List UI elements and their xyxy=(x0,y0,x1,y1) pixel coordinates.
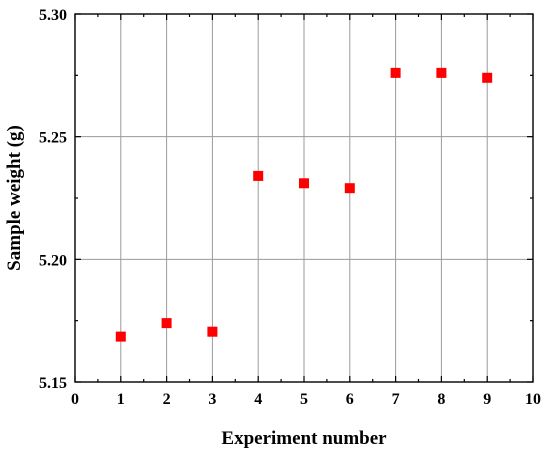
y-tick-label: 5.25 xyxy=(39,130,67,147)
x-tick-label: 3 xyxy=(208,391,216,408)
x-tick-label: 7 xyxy=(392,391,400,408)
data-point xyxy=(390,67,401,78)
y-tick-label: 5.15 xyxy=(39,375,67,392)
data-point xyxy=(115,331,126,342)
data-point xyxy=(299,178,309,189)
x-tick-label: 5 xyxy=(300,391,308,408)
x-tick-labels: 0 1 2 3 4 5 6 7 8 9 10 xyxy=(71,391,541,408)
data-point xyxy=(482,72,493,83)
plot-frame xyxy=(74,13,534,383)
data-point xyxy=(161,318,172,329)
x-tick-label: 8 xyxy=(437,391,445,408)
x-tick-label: 2 xyxy=(163,391,171,408)
y-axis-title: Sample weight (g) xyxy=(4,125,25,271)
data-point xyxy=(344,183,355,194)
data-point xyxy=(253,170,264,181)
x-tick-label: 0 xyxy=(71,391,79,408)
x-tick-label: 6 xyxy=(346,391,354,408)
data-point xyxy=(207,326,218,337)
y-tick-labels: 5.15 5.20 5.25 5.30 xyxy=(39,7,67,392)
x-tick-label: 1 xyxy=(117,391,125,408)
data-point xyxy=(436,67,447,78)
data-points xyxy=(115,67,493,342)
x-axis-title: Experiment number xyxy=(221,428,387,449)
x-tick-label: 4 xyxy=(254,391,262,408)
y-tick-label: 5.30 xyxy=(39,7,67,24)
x-tick-label: 9 xyxy=(483,391,491,408)
gridlines xyxy=(75,14,533,382)
y-tick-label: 5.20 xyxy=(39,252,67,269)
x-tick-label: 10 xyxy=(525,391,541,408)
